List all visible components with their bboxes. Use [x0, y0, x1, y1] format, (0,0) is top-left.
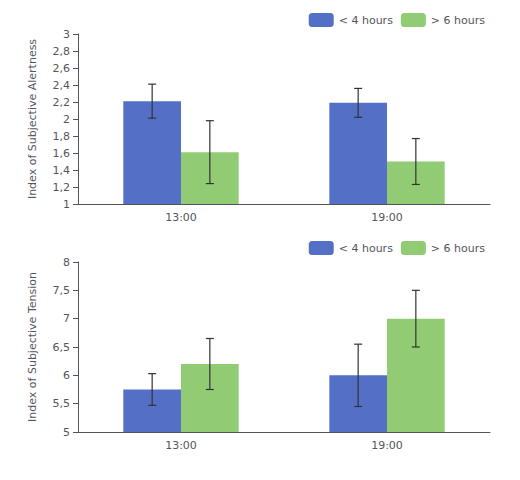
svg-text:> 6 hours: > 6 hours	[431, 242, 485, 255]
svg-text:5: 5	[63, 426, 70, 439]
svg-text:13:00: 13:00	[165, 211, 197, 224]
svg-text:5,5: 5,5	[53, 397, 71, 410]
svg-text:2: 2	[63, 113, 70, 126]
svg-text:1,8: 1,8	[53, 130, 71, 143]
svg-text:6,5: 6,5	[53, 341, 71, 354]
svg-text:2,4: 2,4	[53, 79, 71, 92]
svg-text:Index of Subjective Alertness: Index of Subjective Alertness	[26, 39, 39, 199]
svg-text:1,4: 1,4	[53, 164, 71, 177]
svg-text:2,2: 2,2	[53, 96, 71, 109]
svg-text:1,2: 1,2	[53, 181, 71, 194]
svg-text:6: 6	[63, 369, 70, 382]
svg-text:13:00: 13:00	[165, 439, 197, 452]
svg-text:2,6: 2,6	[53, 62, 71, 75]
svg-text:2,8: 2,8	[53, 45, 71, 58]
svg-text:< 4 hours: < 4 hours	[339, 242, 393, 255]
svg-text:19:00: 19:00	[371, 211, 403, 224]
svg-text:7: 7	[63, 312, 70, 325]
svg-text:< 4 hours: < 4 hours	[339, 14, 393, 27]
svg-text:1,6: 1,6	[53, 147, 71, 160]
svg-text:7,5: 7,5	[53, 284, 71, 297]
svg-text:3: 3	[63, 28, 70, 41]
svg-text:> 6 hours: > 6 hours	[431, 14, 485, 27]
svg-text:Index of Subjective Tension: Index of Subjective Tension	[26, 272, 39, 422]
svg-text:1: 1	[63, 198, 70, 211]
svg-text:8: 8	[63, 256, 70, 269]
svg-text:19:00: 19:00	[371, 439, 403, 452]
